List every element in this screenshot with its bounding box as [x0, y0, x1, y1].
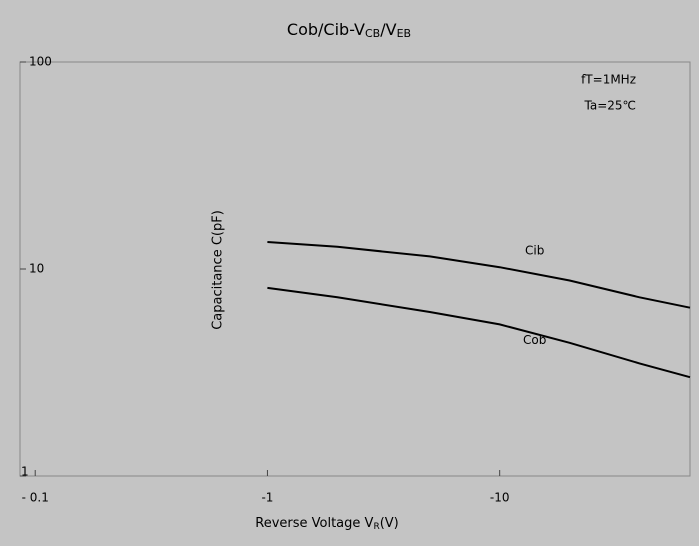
line [267, 241, 691, 309]
y-tick-label: 10 [29, 262, 44, 276]
line [267, 286, 691, 379]
label-sub: R [373, 522, 379, 532]
annotation: Ta=25℃ [584, 99, 637, 113]
title-part: Cob/Cib-V [287, 20, 365, 39]
title-sub: EB [397, 27, 412, 40]
y-axis-label: Capacitance C(pF) [211, 210, 226, 330]
x-tick-label: -1 [261, 491, 273, 505]
series-label: Cob [523, 333, 546, 347]
x-tick-label: - 0.1 [22, 491, 49, 505]
title-sub: CB [365, 27, 380, 40]
x-axis-label: Reverse Voltage VR(V) [255, 516, 399, 532]
y-tick-label: 100 [29, 55, 52, 69]
series-label: Cib [525, 244, 544, 258]
x-tick-label: -10 [490, 491, 510, 505]
title-part: /V [380, 20, 396, 39]
annotation: fT=1MHz [581, 73, 636, 87]
label-part: (V) [380, 516, 399, 531]
label-part: Reverse Voltage V [255, 516, 373, 531]
chart-title: Cob/Cib-VCB/VEB [287, 20, 411, 41]
y-tick-label: 1 [21, 465, 29, 479]
